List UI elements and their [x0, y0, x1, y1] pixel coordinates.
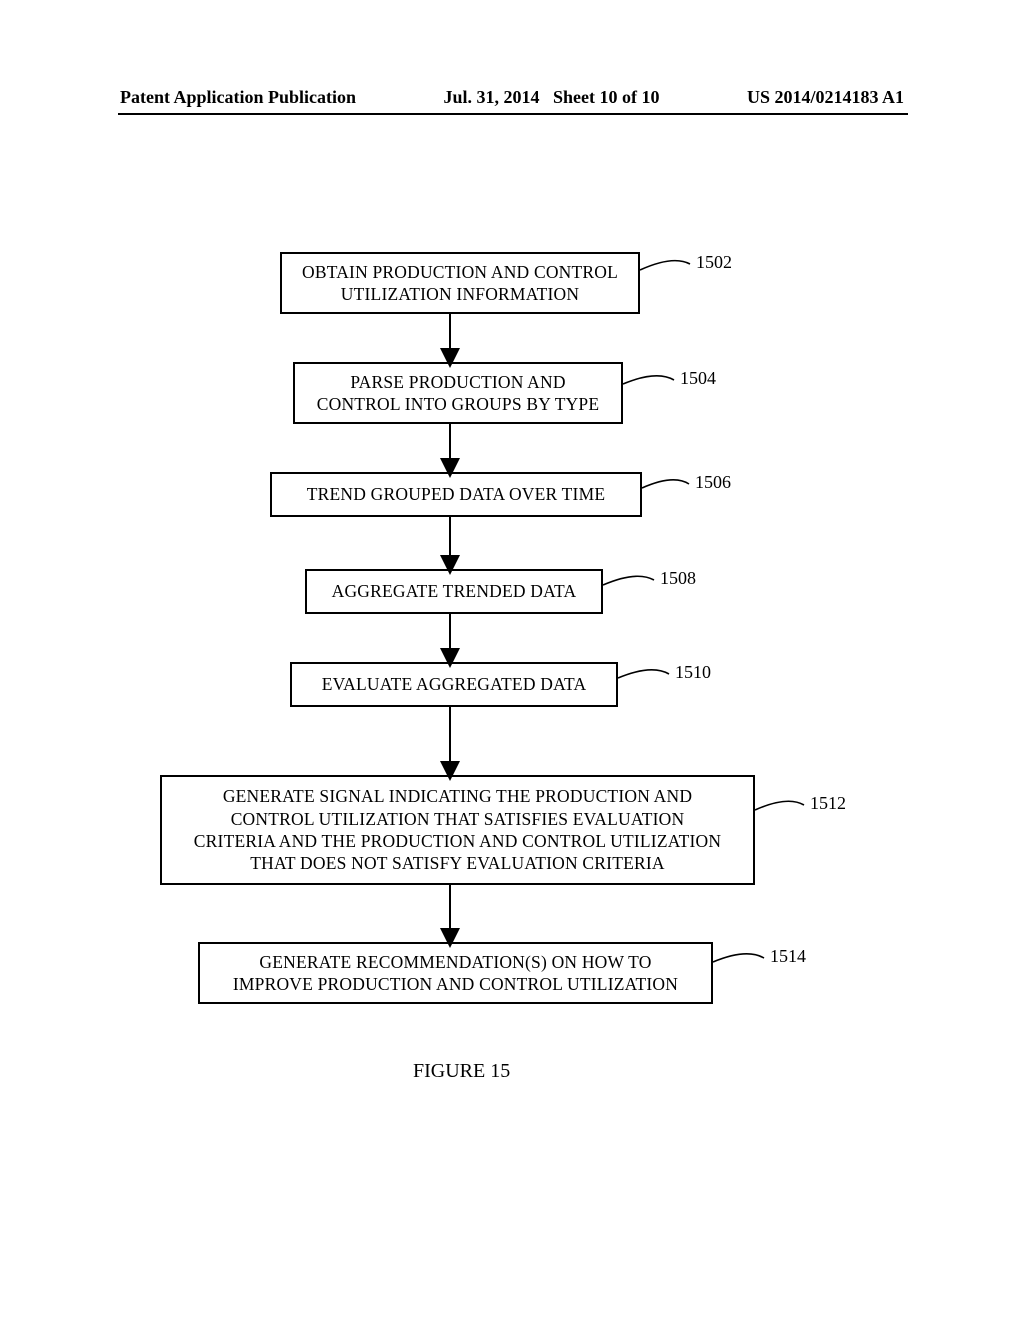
flow-step-text: CONTROL INTO GROUPS BY TYPE	[317, 393, 600, 415]
flow-step-text: THAT DOES NOT SATISFY EVALUATION CRITERI…	[250, 852, 664, 874]
flow-step-1510: EVALUATE AGGREGATED DATA	[290, 662, 618, 707]
flow-step-text: OBTAIN PRODUCTION AND CONTROL	[302, 261, 618, 283]
reference-number-1504: 1504	[680, 368, 716, 389]
reference-number-1514: 1514	[770, 946, 806, 967]
page-header: Patent Application Publication Jul. 31, …	[0, 87, 1024, 108]
flowchart-connectors	[0, 0, 1024, 1320]
flow-step-text: EVALUATE AGGREGATED DATA	[322, 673, 587, 695]
flow-step-text: GENERATE RECOMMENDATION(S) ON HOW TO	[259, 951, 651, 973]
figure-caption: FIGURE 15	[413, 1060, 510, 1083]
flow-step-1502: OBTAIN PRODUCTION AND CONTROLUTILIZATION…	[280, 252, 640, 314]
patent-page: Patent Application Publication Jul. 31, …	[0, 0, 1024, 1320]
publication-type-label: Patent Application Publication	[120, 87, 356, 108]
flow-step-text: CONTROL UTILIZATION THAT SATISFIES EVALU…	[231, 808, 685, 830]
flow-step-text: CRITERIA AND THE PRODUCTION AND CONTROL …	[194, 830, 721, 852]
flow-step-text: GENERATE SIGNAL INDICATING THE PRODUCTIO…	[223, 785, 692, 807]
flow-step-text: UTILIZATION INFORMATION	[341, 283, 579, 305]
flow-step-text: AGGREGATE TRENDED DATA	[332, 580, 577, 602]
flow-step-1506: TREND GROUPED DATA OVER TIME	[270, 472, 642, 517]
header-divider	[118, 113, 908, 115]
publication-number-label: US 2014/0214183 A1	[747, 87, 904, 108]
flow-step-text: IMPROVE PRODUCTION AND CONTROL UTILIZATI…	[233, 973, 678, 995]
reference-number-1512: 1512	[810, 793, 846, 814]
flow-step-text: PARSE PRODUCTION AND	[350, 371, 565, 393]
reference-number-1508: 1508	[660, 568, 696, 589]
flow-step-1512: GENERATE SIGNAL INDICATING THE PRODUCTIO…	[160, 775, 755, 885]
sheet-info-label: Jul. 31, 2014 Sheet 10 of 10	[443, 87, 659, 108]
flow-step-1504: PARSE PRODUCTION ANDCONTROL INTO GROUPS …	[293, 362, 623, 424]
reference-number-1502: 1502	[696, 252, 732, 273]
flow-step-text: TREND GROUPED DATA OVER TIME	[307, 483, 605, 505]
reference-number-1506: 1506	[695, 472, 731, 493]
flow-step-1508: AGGREGATE TRENDED DATA	[305, 569, 603, 614]
flow-step-1514: GENERATE RECOMMENDATION(S) ON HOW TOIMPR…	[198, 942, 713, 1004]
reference-number-1510: 1510	[675, 662, 711, 683]
